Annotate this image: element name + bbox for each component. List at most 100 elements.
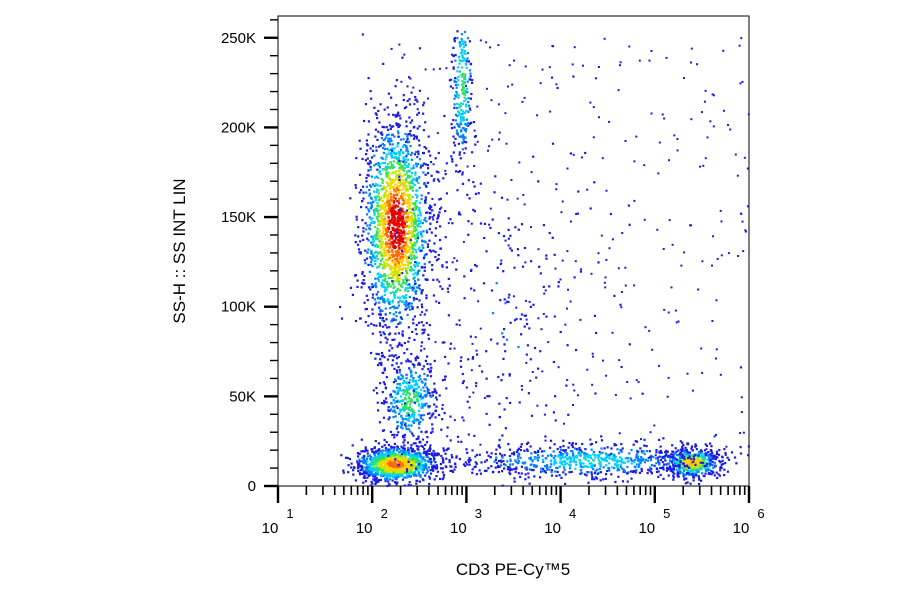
data-point — [455, 164, 458, 167]
data-point — [410, 446, 413, 449]
data-point — [389, 193, 392, 196]
data-point — [383, 215, 386, 218]
data-point — [683, 467, 686, 470]
data-point — [402, 297, 406, 300]
data-point — [385, 451, 388, 454]
data-point — [456, 92, 459, 95]
data-point — [673, 459, 676, 463]
data-point — [515, 460, 518, 463]
data-point — [447, 277, 450, 280]
data-point — [649, 455, 652, 458]
data-point — [397, 181, 400, 184]
data-point — [412, 248, 415, 251]
data-point — [577, 451, 580, 454]
data-point — [643, 444, 646, 447]
data-point — [503, 467, 506, 470]
data-point — [688, 451, 691, 454]
data-point — [413, 379, 416, 382]
data-point — [464, 461, 467, 464]
data-point — [397, 191, 400, 194]
data-point — [644, 326, 647, 329]
data-point — [405, 382, 408, 385]
data-point — [414, 221, 417, 224]
data-point — [380, 178, 383, 181]
data-point — [394, 190, 397, 193]
data-point — [424, 378, 427, 381]
data-point — [413, 393, 416, 396]
data-point — [359, 464, 362, 468]
data-point — [392, 171, 395, 174]
data-point — [457, 66, 460, 69]
data-point — [395, 104, 398, 107]
data-point — [449, 469, 452, 472]
data-point — [402, 418, 405, 421]
data-point — [397, 392, 400, 395]
data-point — [456, 189, 459, 192]
data-point — [405, 149, 408, 152]
data-point — [526, 344, 529, 347]
data-point — [442, 447, 445, 450]
data-point — [683, 455, 686, 458]
data-point — [493, 460, 496, 463]
data-point — [669, 460, 672, 463]
data-point — [498, 465, 501, 468]
data-point — [655, 451, 658, 454]
data-point — [661, 467, 665, 470]
data-point — [441, 467, 444, 470]
data-point — [455, 268, 458, 271]
data-point — [422, 104, 425, 107]
data-point — [397, 389, 400, 392]
data-point — [464, 89, 467, 92]
data-point — [610, 473, 613, 476]
data-point — [456, 37, 459, 40]
data-point — [425, 253, 428, 256]
data-point — [388, 463, 391, 466]
data-point — [434, 390, 437, 393]
data-point — [681, 467, 685, 470]
data-point — [388, 176, 391, 179]
data-point — [445, 266, 448, 269]
data-point — [402, 213, 405, 216]
data-point — [420, 235, 424, 238]
data-point — [395, 79, 398, 82]
data-point — [704, 461, 707, 464]
data-point — [466, 451, 469, 454]
data-point — [541, 470, 544, 473]
data-point — [368, 470, 371, 473]
data-point — [705, 464, 708, 467]
data-point — [382, 461, 385, 464]
data-point — [683, 465, 686, 468]
data-point — [382, 151, 386, 154]
data-point — [383, 333, 386, 336]
data-point — [407, 468, 411, 471]
data-point — [663, 457, 666, 460]
data-point — [431, 264, 434, 267]
data-point — [385, 318, 388, 321]
data-point — [371, 293, 375, 296]
data-point — [383, 126, 386, 129]
data-point — [628, 223, 631, 226]
data-point — [399, 463, 402, 466]
data-point — [383, 194, 386, 197]
data-point — [395, 187, 398, 190]
data-point — [405, 189, 408, 192]
data-point — [468, 69, 472, 72]
data-point — [675, 450, 678, 453]
data-point — [516, 454, 520, 457]
data-point — [358, 462, 361, 465]
data-point — [376, 392, 379, 395]
data-point — [394, 477, 397, 480]
data-point — [408, 247, 412, 250]
data-point — [413, 153, 417, 156]
data-point — [362, 462, 365, 465]
data-point — [438, 413, 441, 417]
data-point — [363, 476, 366, 480]
data-point — [635, 456, 638, 459]
data-point — [485, 469, 488, 472]
data-point — [414, 419, 417, 422]
data-point — [392, 462, 395, 465]
data-point — [383, 444, 386, 447]
data-point — [371, 144, 375, 148]
data-point — [406, 307, 409, 310]
data-point — [439, 467, 443, 470]
